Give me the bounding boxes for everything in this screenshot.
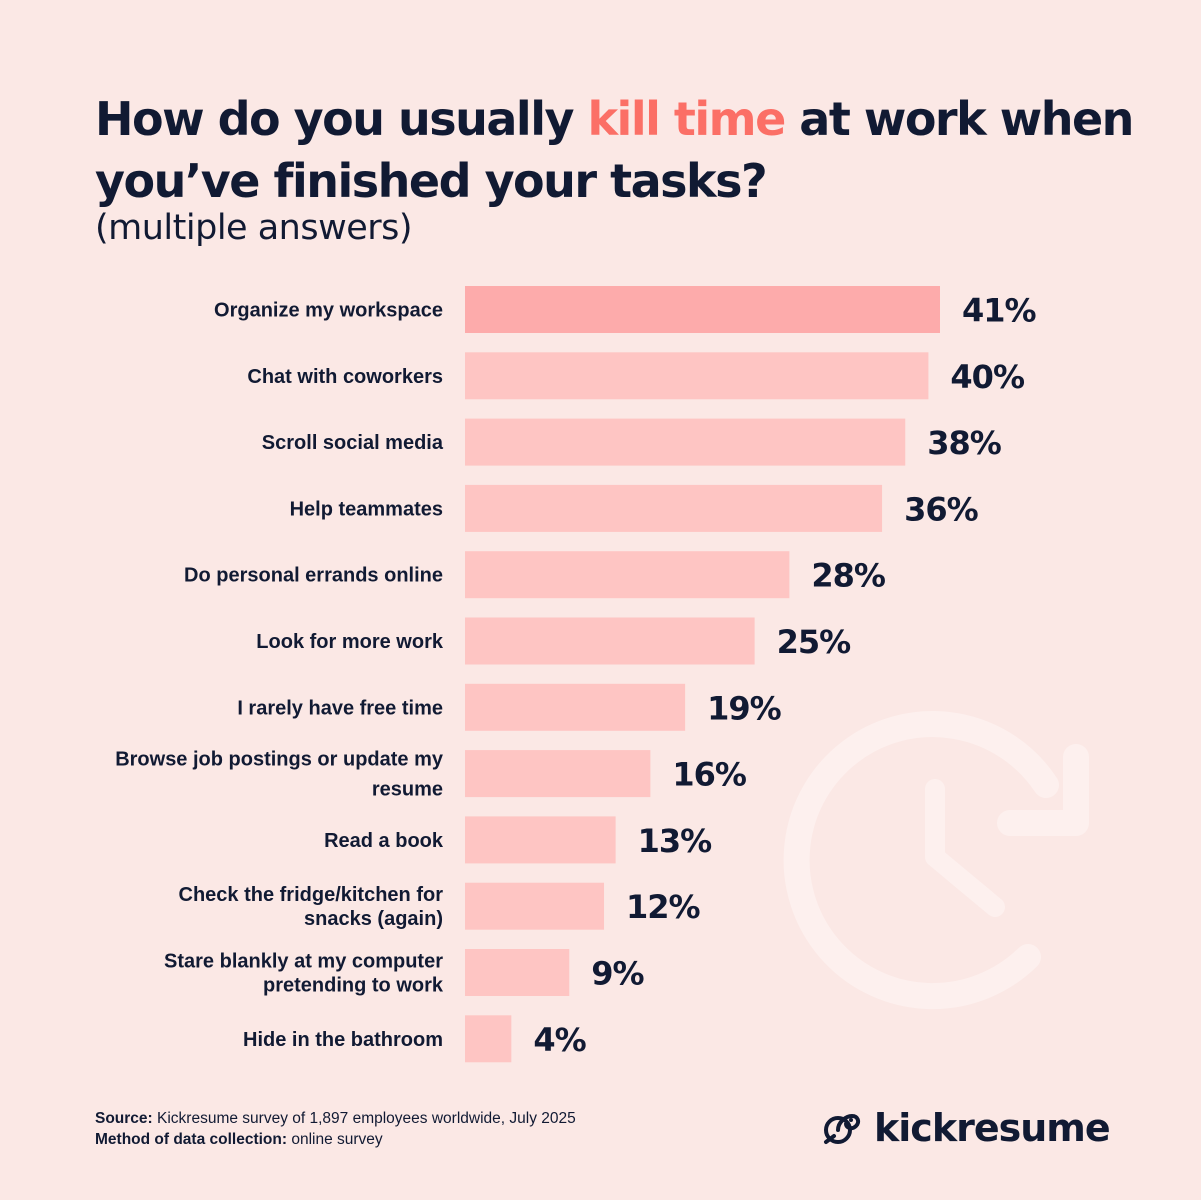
category-label: I rarely have free time [237,697,443,719]
brand-logo: kickresume [820,1102,1111,1154]
value-label: 9% [591,955,644,993]
kickresume-logo-icon [824,1113,861,1144]
bar [465,1015,512,1063]
value-label: 19% [707,689,782,727]
value-label: 16% [672,756,747,794]
category-label: Organize my workspace [214,300,443,322]
category-label: Hide in the bathroom [243,1029,443,1051]
category-label: Help teammates [290,498,443,520]
title-part: How do you usually [95,92,588,146]
chart-subtitle: (multiple answers) [95,208,413,248]
value-label: 41% [962,292,1037,330]
source-label: Source: [95,1110,153,1127]
value-label: 4% [533,1021,586,1059]
category-label: Browse job postings or update my [115,749,444,771]
bar [465,882,605,930]
value-label: 12% [626,888,701,926]
footer-notes: Source: Kickresume survey of 1,897 emplo… [95,1108,576,1150]
category-label: resume [372,779,443,801]
bar [465,418,906,466]
category-label: Read a book [324,830,444,852]
brand-name: kickresume [874,1106,1111,1150]
category-label: Look for more work [256,631,444,653]
chart-title: How do you usually kill time at work whe… [95,88,1135,212]
category-label: Check the fridge/kitchen for [179,884,444,906]
bar [465,484,883,532]
bar [465,352,929,400]
bar [465,750,651,798]
value-label: 28% [811,557,886,595]
category-label: pretending to work [263,975,444,997]
value-label: 36% [904,490,979,528]
category-label: Stare blankly at my computer [164,951,443,973]
method-label: Method of data collection: [95,1131,288,1148]
value-label: 40% [950,358,1025,396]
source-note: Source: Kickresume survey of 1,897 emplo… [95,1108,576,1129]
category-label: Chat with coworkers [247,366,443,388]
clock-refresh-icon [783,711,1089,1010]
method-note: Method of data collection: online survey [95,1129,576,1150]
bar [465,286,940,333]
bar [465,816,616,864]
bar [465,551,790,599]
bar [465,683,686,731]
category-label: Do personal errands online [184,565,443,587]
source-text: Kickresume survey of 1,897 employees wor… [152,1110,576,1127]
bar [465,617,755,665]
title-part: at work when you’ve finished your tasks? [95,92,1134,208]
bar [465,949,570,996]
category-label: Scroll social media [262,432,444,454]
value-label: 38% [927,424,1002,462]
value-label: 13% [638,822,713,860]
method-text: online survey [287,1131,383,1148]
title-accent: kill time [587,92,786,146]
category-label: snacks (again) [304,908,443,930]
value-label: 25% [777,623,852,661]
